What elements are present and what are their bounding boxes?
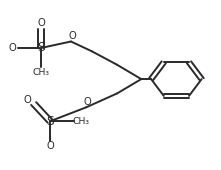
Text: O: O [84, 97, 91, 107]
Text: O: O [24, 95, 31, 105]
Text: S: S [46, 115, 54, 128]
Text: CH₃: CH₃ [72, 117, 89, 126]
Text: O: O [8, 43, 16, 53]
Text: S: S [38, 41, 45, 54]
Text: O: O [37, 19, 45, 28]
Text: O: O [46, 141, 54, 151]
Text: O: O [69, 31, 77, 41]
Text: CH₃: CH₃ [33, 68, 50, 77]
